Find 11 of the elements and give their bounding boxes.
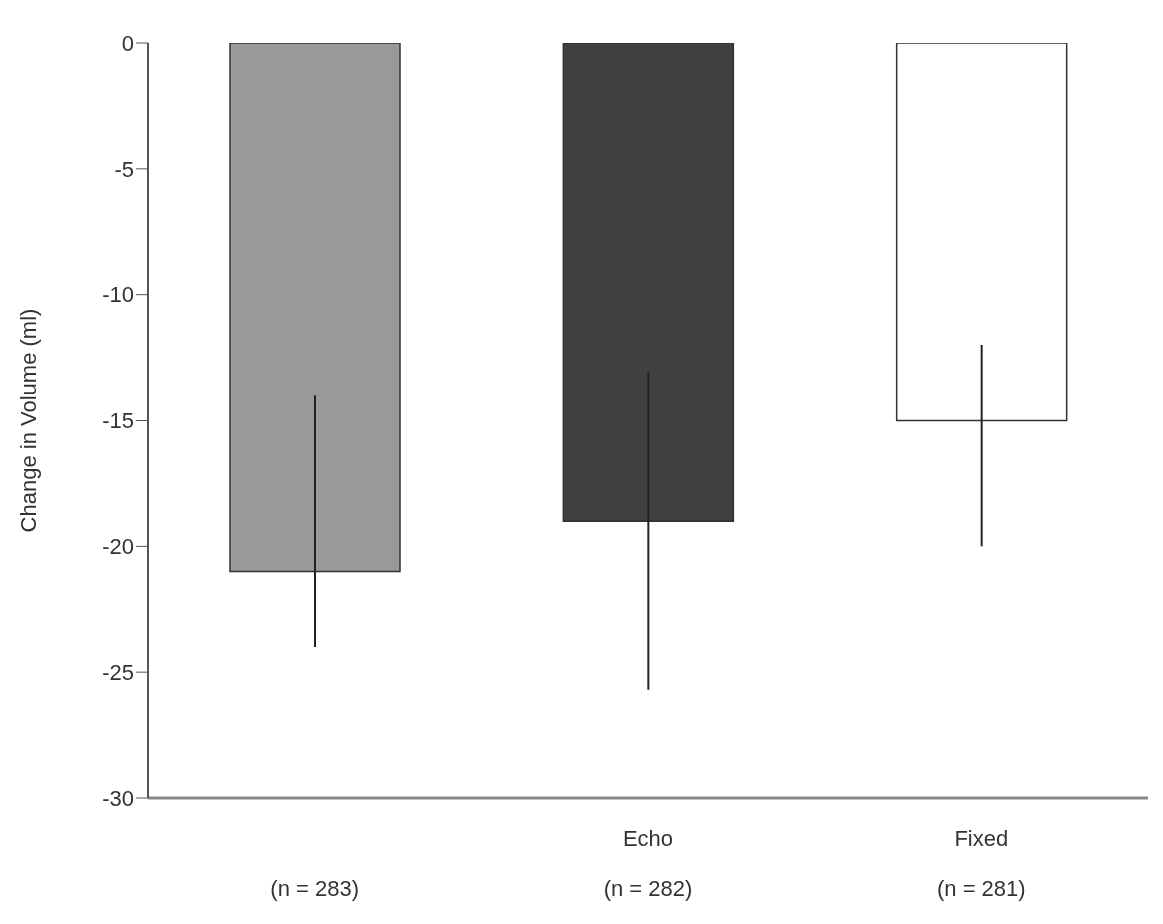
y-tick-label: 0	[121, 30, 134, 56]
x-tick-label: Fixed (n = 281)	[937, 826, 1026, 901]
x-tick-label: (n = 283)	[270, 876, 359, 901]
y-tick-label: -20	[102, 534, 134, 560]
y-tick-label: -5	[114, 156, 134, 182]
y-tick-label: -15	[102, 408, 134, 434]
y-tick-label: -10	[102, 282, 134, 308]
y-axis-title: Change in Volume (ml)	[15, 308, 41, 533]
y-tick-label: -30	[102, 785, 134, 811]
x-tick-label: Echo (n = 282)	[603, 826, 693, 901]
y-tick-label: -25	[102, 659, 134, 685]
